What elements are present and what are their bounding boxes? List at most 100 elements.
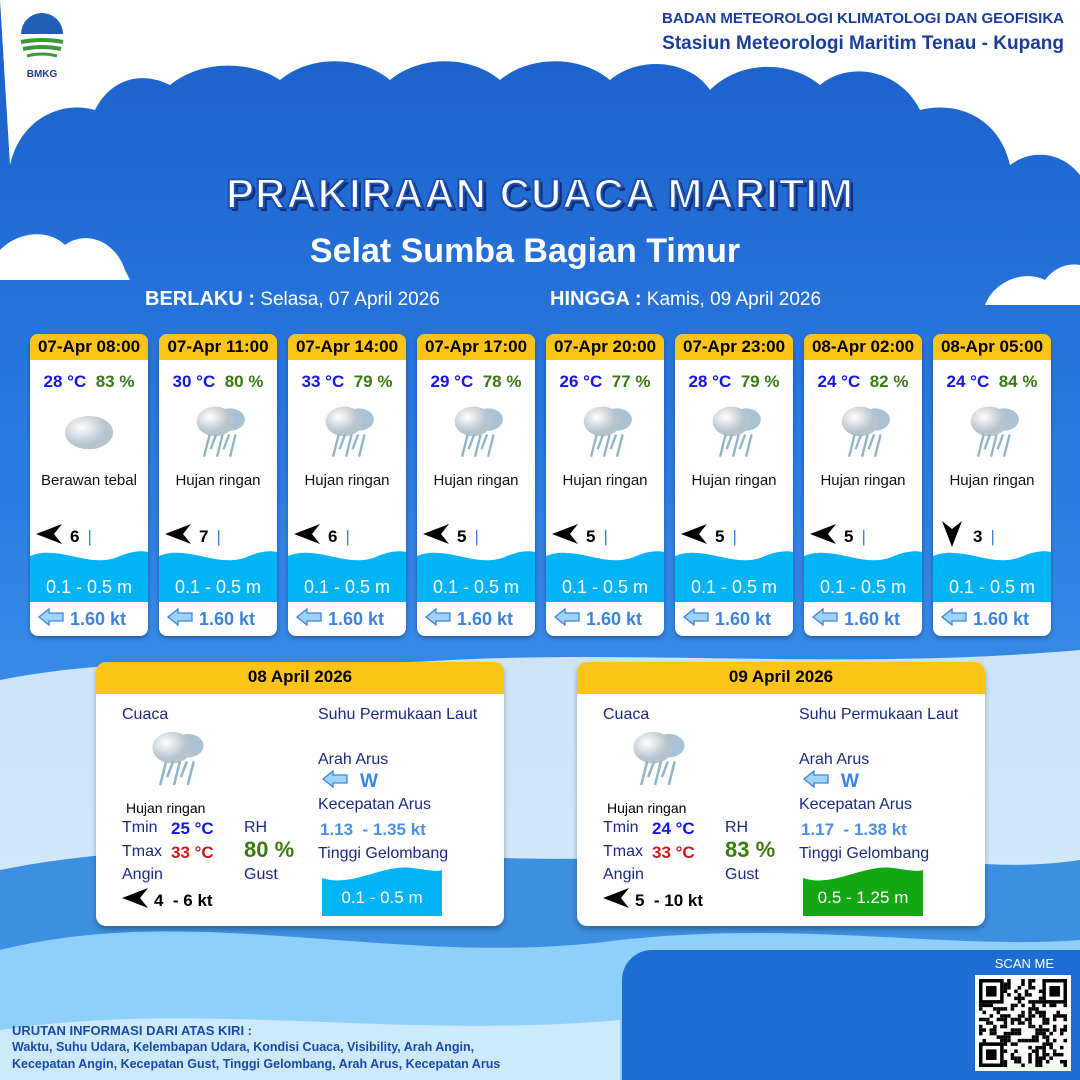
region-subtitle: Selat Sumba Bagian Timur [309, 232, 741, 270]
air-temperature: 28 °C [43, 372, 87, 391]
forecast-card: 07-Apr 20:00 26 °C 77 % Hujan ringan 5 | … [546, 334, 664, 636]
wave-icon [546, 551, 664, 602]
rh-label: RH [725, 819, 749, 836]
light-rain-icon [546, 396, 664, 466]
light-rain-icon [140, 726, 210, 794]
wave-height: 0.1 - 0.5 m [432, 577, 520, 597]
wave-icon [159, 551, 277, 602]
wave-height: 0.1 - 0.5 m [819, 577, 907, 597]
wave-icon [288, 551, 406, 602]
forecast-time: 07-Apr 23:00 [675, 334, 793, 360]
gust-speed: | [732, 526, 737, 546]
weather-condition: Hujan ringan [433, 472, 519, 489]
wind-speed: 5 [586, 526, 596, 546]
tmax-label: Tmax [122, 843, 162, 860]
footer-info: URUTAN INFORMASI DARI ATAS KIRI : Waktu,… [12, 1022, 500, 1073]
daily-summary-panel: 09 April 2026 Cuaca Hujan ringan Tmin 24… [577, 662, 985, 926]
wave-icon [804, 551, 922, 602]
wave-range: 0.5 - 1.25 m [817, 888, 909, 907]
page-title: PRAKIRAAN CUACA MARITIM [225, 169, 855, 218]
wave-icon [675, 551, 793, 602]
wave-height: 0.1 - 0.5 m [303, 577, 391, 597]
air-temperature: 24 °C [817, 372, 861, 391]
forecast-card: 08-Apr 02:00 24 °C 82 % Hujan ringan 5 | … [804, 334, 922, 636]
wave-height: 0.1 - 0.5 m [174, 577, 262, 597]
qr-code[interactable] [975, 975, 1071, 1071]
weather-condition: Hujan ringan [949, 472, 1035, 489]
wind-label: Angin [122, 866, 163, 883]
forecast-card: 07-Apr 11:00 30 °C 80 % Hujan ringan 7 | … [159, 334, 277, 636]
valid-from-value: Selasa, 07 April 2026 [260, 289, 440, 310]
wave-icon [417, 551, 535, 602]
footer-line1: Waktu, Suhu Udara, Kelembapan Udara, Kon… [12, 1040, 475, 1054]
daily-condition: Hujan ringan [607, 800, 687, 816]
light-rain-icon [159, 396, 277, 466]
current-speed: 1.60 kt [457, 609, 514, 629]
current-speed: 1.60 kt [70, 609, 127, 629]
tmin-label: Tmin [603, 819, 639, 836]
gust-label: Gust [244, 866, 278, 883]
forecast-time: 07-Apr 17:00 [417, 334, 535, 360]
humidity: 78 % [482, 372, 522, 391]
humidity: 77 % [611, 372, 651, 391]
wind-direction-arrow-icon [681, 524, 707, 549]
air-temperature: 33 °C [301, 372, 345, 391]
bmkg-logo: BMKG [14, 12, 70, 80]
forecast-time: 08-Apr 05:00 [933, 334, 1051, 360]
sst-label: Suhu Permukaan Laut [318, 706, 478, 723]
humidity: 79 % [740, 372, 780, 391]
current-speed-range: 1.13 - 1.35 kt [320, 820, 426, 839]
weather-condition: Hujan ringan [691, 472, 777, 489]
wind-range: 4 - 6 kt [154, 890, 213, 910]
gust-speed: | [87, 526, 92, 546]
wind-direction-arrow-icon [552, 524, 578, 549]
wave-height: 0.1 - 0.5 m [948, 577, 1036, 597]
valid-from: BERLAKU : Selasa, 07 April 2026 [145, 288, 440, 311]
current-direction-arrow-icon [940, 607, 967, 631]
wind-direction-arrow-icon [36, 524, 62, 549]
current-direction-arrow-icon [166, 607, 193, 631]
current-direction-arrow-icon [424, 607, 451, 631]
light-rain-icon [621, 726, 691, 794]
cloudy-icon [30, 396, 148, 466]
valid-to-value: Kamis, 09 April 2026 [646, 289, 822, 310]
current-speed: 1.60 kt [328, 609, 385, 629]
current-speed: 1.60 kt [199, 609, 256, 629]
wind-speed: 6 [328, 526, 338, 546]
current-dir-label: Arah Arus [318, 751, 389, 768]
wind-speed: 6 [70, 526, 80, 546]
weather-condition: Berawan tebal [41, 472, 137, 489]
wave-height: 0.1 - 0.5 m [690, 577, 778, 597]
wind-direction-arrow-icon [810, 524, 836, 549]
current-speed-range: 1.17 - 1.38 kt [801, 820, 907, 839]
wave-icon [30, 551, 148, 602]
current-direction-arrow-icon [811, 607, 838, 631]
wave-icon [803, 867, 923, 916]
footer-line2: Kecepatan Angin, Kecepatan Gust, Tinggi … [12, 1057, 501, 1071]
air-temperature: 30 °C [172, 372, 216, 391]
air-temperature: 26 °C [559, 372, 603, 391]
tmax-label: Tmax [603, 843, 643, 860]
cloud-right [985, 264, 1080, 305]
humidity: 79 % [353, 372, 393, 391]
wave-range: 0.1 - 0.5 m [341, 888, 423, 907]
wind-direction-arrow-icon [603, 888, 629, 913]
gust-speed: | [603, 526, 608, 546]
light-rain-icon [804, 396, 922, 466]
light-rain-icon [288, 396, 406, 466]
sst-label: Suhu Permukaan Laut [799, 706, 959, 723]
tmin-value: 24 °C [652, 819, 695, 838]
air-temperature: 28 °C [688, 372, 732, 391]
current-speed: 1.60 kt [844, 609, 901, 629]
gust-label: Gust [725, 866, 759, 883]
valid-from-label: BERLAKU : [145, 288, 255, 310]
forecast-time: 07-Apr 08:00 [30, 334, 148, 360]
gust-speed: | [474, 526, 479, 546]
current-speed: 1.60 kt [586, 609, 643, 629]
forecast-time: 08-Apr 02:00 [804, 334, 922, 360]
gust-speed: | [861, 526, 866, 546]
daily-date: 09 April 2026 [577, 662, 985, 694]
air-temperature: 29 °C [430, 372, 474, 391]
humidity: 82 % [869, 372, 909, 391]
current-speed: 1.60 kt [973, 609, 1030, 629]
